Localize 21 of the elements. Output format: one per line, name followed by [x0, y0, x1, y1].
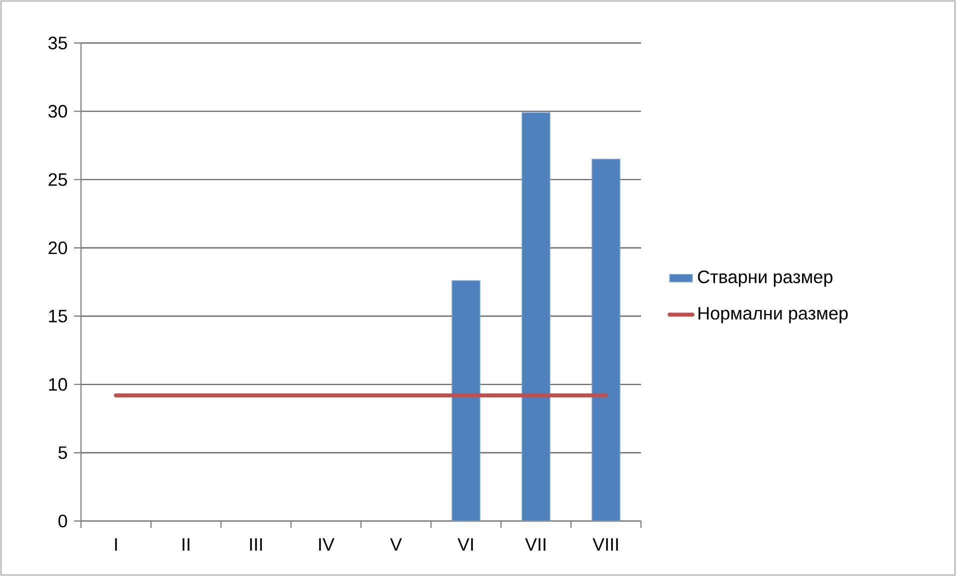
legend-label: Стварни размер [698, 270, 832, 287]
x-tick-label: VIII [592, 538, 618, 551]
bar [592, 158, 620, 521]
bar [452, 280, 480, 521]
x-tick-label: III [250, 538, 262, 551]
x-tick-label: II [182, 538, 190, 551]
y-tick-label: 15 [49, 310, 67, 322]
bar [522, 112, 550, 521]
x-tick-label: VI [458, 538, 473, 551]
y-tick-label: 5 [58, 446, 67, 459]
y-tick-label: 25 [48, 173, 67, 186]
y-tick-label: 35 [48, 36, 67, 50]
y-tick-label: 10 [49, 378, 68, 391]
x-tick-label: IV [319, 538, 334, 551]
y-tick-label: 30 [48, 104, 68, 118]
x-tick-label: I [115, 538, 117, 551]
y-tick-label: 0 [58, 514, 68, 528]
y-tick-label: 20 [48, 241, 68, 254]
legend-label: Нормални размер [698, 307, 848, 324]
x-tick-label: V [390, 538, 402, 551]
x-tick-label: VII [525, 538, 546, 551]
